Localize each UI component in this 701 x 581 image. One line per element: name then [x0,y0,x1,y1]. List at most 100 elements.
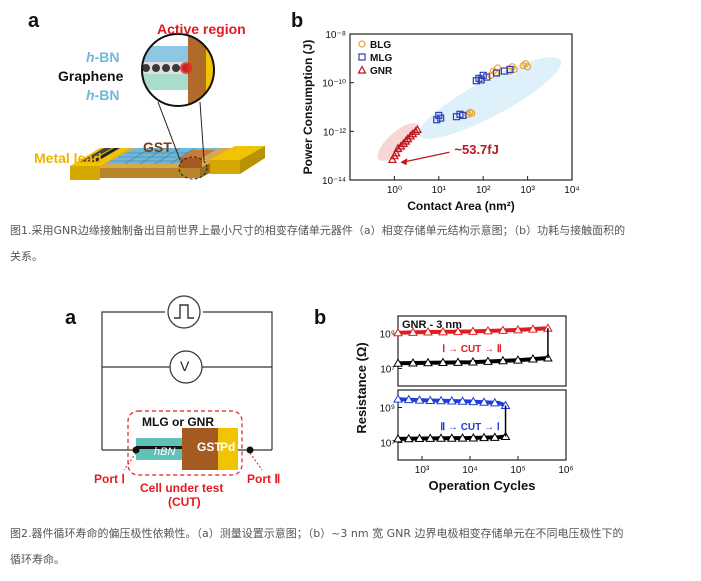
gnr-point [411,126,421,135]
chart1-y-tick-label: 10⁻¹⁰ [322,79,346,90]
cycle-marker [479,397,489,406]
cycle-marker [393,433,403,443]
chart2-x-tick-label: 10⁶ [558,465,573,476]
cycle-marker [457,396,468,405]
cycle-marker [403,394,414,404]
gst-block [180,158,202,168]
cycle-marker [408,327,418,336]
chart1-y-tick-label: 10⁻¹⁴ [322,176,346,187]
mlg-point [459,111,467,120]
mlg-point [437,114,445,122]
cycle-marker [393,394,403,403]
blg-point [493,64,502,72]
cycle-marker [446,396,457,405]
power-consumption-chart: 10⁰ 10¹ 10² 10³ 10⁴ 10⁻¹⁴ 10⁻¹² 10⁻¹⁰ 10⁻⁸ Contac… [301,30,580,213]
cycle-marker [425,395,436,404]
cycle-marker [468,326,478,335]
gnr-point [412,124,422,134]
legend-label: BLG [370,40,391,51]
cycle-marker [513,355,523,364]
hbn-bottom-h: h [86,87,95,103]
resistance-cycles-chart: 10⁷ 10⁹ 10⁷ 10⁹ 10³ 10⁴ 10⁵ 10⁶ Operation Cycles… [354,315,574,493]
low-resistance-trace [397,434,506,441]
cut-label-line2: (CUT) [168,495,201,509]
cycle-marker [479,432,489,442]
cycle-marker [393,358,403,367]
cycle-marker [483,356,493,365]
chart1-x-tick-label: 10⁰ [387,185,402,196]
gnr-point [396,141,406,150]
active-region-label: Active region [157,21,246,37]
pd-label: Pd [220,440,236,454]
blue-shaded-region [418,57,562,139]
chart2-x-tick-label: 10⁴ [462,465,477,476]
gst-label: GST [143,139,172,155]
hbn-label-2: hBN [154,446,176,458]
fig2-caption-line1: 图2.器件循环寿命的偏压极性依赖性。（a）测量设置示意图；（b）~3 nm 宽 … [10,527,624,540]
cycle-marker [403,433,414,443]
gst-label-2: GST [197,440,222,454]
annotation-arrowhead [400,158,408,166]
cycle-marker [423,327,433,336]
fig2-caption-line2: 循环寿命。 [10,553,65,566]
fig2-panel-a-letter: a [65,307,77,329]
blg-point [464,110,472,118]
channel-layer [136,446,182,449]
gst-block-2 [182,428,218,470]
fig1-caption-line2: 关系。 [10,250,43,263]
fig1-device-illustration [70,33,265,180]
voltmeter [169,350,203,384]
annotation-arrow [402,151,450,163]
port1-node [132,446,140,454]
chart1-y-axis-label: Power Consumption (J) [301,40,315,175]
cycle-marker [436,395,446,405]
gnr-point [405,131,415,140]
cut-label-line1: Cell under test [140,481,224,495]
red-shaded-region [377,123,419,161]
cycle-marker [468,432,479,442]
chart1-y-tick-label: 10⁻⁸ [325,30,346,41]
fig1-caption-line1: 图1.采用GNR边缘接触制备出目前世界上最小尺寸的相变存储单元器件（a）相变存储… [10,224,626,237]
cycle-marker [513,324,523,334]
chart1-y-tick-label: 10⁻¹² [323,127,347,138]
cycle-marker [528,354,538,363]
legend-label: MLG [370,53,392,64]
chart2-y-tick-label: 10⁷ [380,439,395,450]
cycle-marker [498,325,508,334]
blg-point [510,65,518,74]
voltmeter-label: V [180,358,190,374]
fig2-caption: 图2.器件循环寿命的偏压极性依赖性。（a）测量设置示意图；（b）~3 nm 宽 … [10,521,700,573]
chart2-y-tick-label: 10⁷ [380,365,395,376]
chart2-arrow-bottom: Ⅱ → CUT → Ⅰ [440,422,500,433]
cycle-marker [528,324,538,333]
measurement-circuit [101,295,273,476]
gnr-point [398,138,408,147]
cycle-marker [489,397,500,407]
chart2-y-axis-label: Resistance (Ω) [354,342,369,433]
chart1-x-axis-label: Contact Area (nm²) [407,199,515,213]
hbn-top-label: h-BN [86,49,119,65]
port2-label: Port Ⅱ [247,472,281,486]
mlg-point [506,65,514,74]
chart2-x-tick-label: 10³ [415,465,430,476]
cycle-marker [489,432,500,441]
cycle-marker [425,433,436,442]
fig1-panel-b-letter: b [291,10,304,32]
chart2-x-tick-label: 10⁵ [510,465,525,476]
cycle-marker [453,326,463,336]
cycle-marker [408,357,418,367]
chart2-arrow-top: Ⅰ → CUT → Ⅱ [442,344,502,355]
chart1-frame [349,33,573,181]
fig1-caption: 图1.采用GNR边缘接触制备出目前世界上最小尺寸的相变存储单元器件（a）相变存储… [10,218,700,270]
blg-point [468,109,476,117]
mlg-point [483,73,491,81]
cycle-marker [414,433,425,443]
port2-node [246,446,254,454]
legend-label: GNR [370,66,393,77]
port1-label: Port Ⅰ [94,472,125,486]
chart1-x-tick-label: 10³ [520,185,535,196]
chart1-x-tick-label: 10⁴ [564,185,579,196]
gnr-point [401,136,411,145]
cycle-marker [438,357,448,367]
legend-mlg-marker [358,53,366,61]
